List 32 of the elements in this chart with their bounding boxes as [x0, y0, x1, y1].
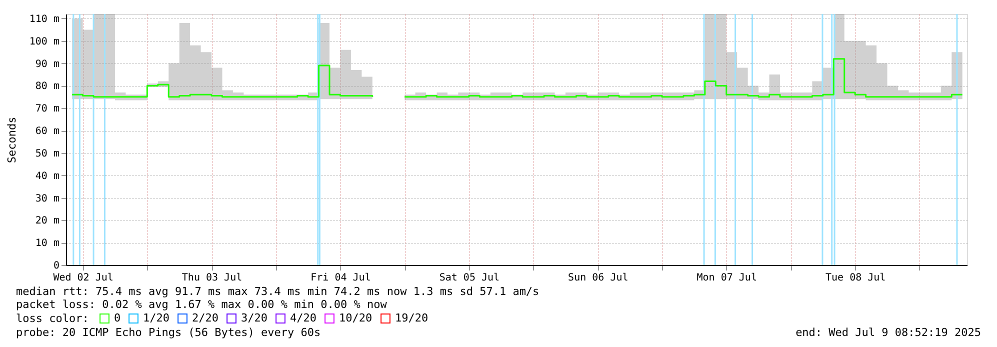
y-tick-label: 50 m	[35, 148, 60, 160]
x-tick-label: Tue 08 Jul	[825, 272, 886, 284]
y-tick-label: 70 m	[35, 104, 60, 115]
x-tick-label: Wed 02 Jul	[53, 272, 114, 284]
y-tick-label: 10 m	[35, 238, 60, 250]
legend-label: 2/20	[192, 312, 218, 325]
y-tick-label: 30 m	[35, 193, 60, 204]
y-tick-label: 80 m	[35, 81, 60, 92]
y-tick-label: 0	[53, 260, 60, 272]
text: median rtt: 75.4 ms avg 91.7 ms max 73.4 ms min 74.2 ms now 1.3 ms sd 57.1 am/s	[16, 285, 540, 298]
y-tick-label: 110 m	[29, 14, 60, 25]
y-tick-label: 90 m	[35, 58, 60, 70]
x-tick-label: Sat 05 Jul	[439, 272, 500, 284]
x-tick-label: Mon 07 Jul	[696, 272, 757, 284]
legend-title: loss color:	[16, 312, 89, 325]
legend-label: 4/20	[290, 312, 316, 325]
legend-label: 1/20	[143, 312, 170, 325]
y-axis-title: Seconds	[5, 116, 18, 164]
text: packet loss: 0.02 % avg 1.67 % max 0.00 % min 0.00 % now	[16, 298, 388, 311]
legend-label: 10/20	[339, 312, 372, 325]
text: probe: 20 ICMP Echo Pings (56 Bytes) every 60s	[16, 326, 321, 339]
x-tick-label: Fri 04 Jul	[310, 272, 371, 284]
legend-label: 3/20	[241, 312, 268, 325]
y-tick-label: 20 m	[35, 216, 60, 227]
x-tick-label: Thu 03 Jul	[182, 272, 242, 284]
y-tick-label: 40 m	[35, 170, 60, 182]
y-tick-label: 60 m	[35, 126, 60, 138]
x-tick-label: Sun 06 Jul	[568, 272, 628, 284]
text: end: Wed Jul 9 08:52:19 2025	[796, 326, 981, 339]
legend-label: 19/20	[395, 312, 428, 325]
y-tick-label: 100 m	[29, 36, 60, 48]
legend-label: 0	[114, 312, 121, 325]
